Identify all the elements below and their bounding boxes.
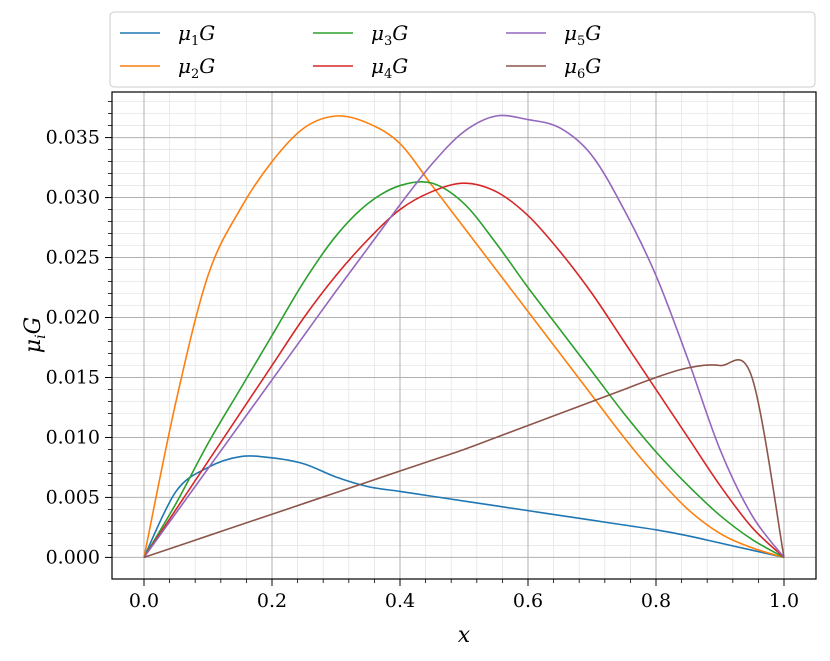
legend-label-sub: 4: [384, 67, 392, 82]
series-line-3: [143, 180, 785, 559]
y-tick-label: 0.025: [46, 247, 100, 269]
legend-label-base: μ: [178, 21, 191, 45]
plot-frame: [111, 91, 817, 580]
legend-label-sub: 2: [191, 67, 199, 82]
legend-label-sub: 3: [384, 34, 392, 49]
series-layer: [143, 114, 785, 559]
legend-label-base: μ: [564, 54, 577, 78]
series-line-1: [143, 455, 785, 559]
legend-box: [109, 11, 816, 88]
legend-label-tail: G: [585, 21, 601, 45]
y-tick-label: 0.035: [46, 127, 100, 149]
x-axis-label: x: [458, 623, 471, 648]
y-tick-label: 0.020: [46, 307, 100, 329]
legend-label: μ5G: [564, 21, 601, 49]
y-tick-label: 0.015: [46, 366, 100, 388]
legend-label-sub: 1: [191, 34, 199, 49]
y-tick-label: 0.005: [46, 486, 100, 508]
legend-label: μ3G: [371, 21, 408, 49]
legend-label-base: μ: [371, 54, 384, 78]
x-tick-label: 0.2: [257, 590, 287, 612]
series-line-6: [143, 359, 785, 559]
y-tick-label: 0.030: [46, 187, 100, 209]
legend-item-2: μ2G: [120, 54, 215, 82]
legend-label: μ6G: [564, 54, 601, 82]
legend-label-tail: G: [392, 21, 408, 45]
y-axis-label: μiG: [21, 317, 49, 353]
legend-label-tail: G: [199, 21, 215, 45]
legend-label-sub: 6: [577, 67, 585, 82]
legend-label-base: μ: [564, 21, 577, 45]
x-tick-label: 1.0: [769, 590, 799, 612]
x-tick-label: 0.0: [129, 590, 159, 612]
legend-label-sub: 5: [577, 34, 585, 49]
legend-label-tail: G: [585, 54, 601, 78]
legend-label-base: μ: [178, 54, 191, 78]
legend-item-3: μ3G: [313, 21, 408, 49]
y-axis-label-base: μ: [21, 339, 46, 353]
legend-item-6: μ6G: [506, 54, 601, 82]
legend-label-tail: G: [199, 54, 215, 78]
series-line-2: [143, 115, 785, 559]
legend-label: μ4G: [371, 54, 408, 82]
x-tick-label: 0.4: [385, 590, 415, 612]
legend-label: μ1G: [178, 21, 215, 49]
legend-item-4: μ4G: [313, 54, 408, 82]
series-line-5: [143, 114, 785, 558]
legend-label-base: μ: [371, 21, 384, 45]
x-tick-label: 0.8: [641, 590, 671, 612]
legend-item-5: μ5G: [506, 21, 601, 49]
legend-label-tail: G: [392, 54, 408, 78]
legend-label: μ2G: [178, 54, 215, 82]
legend-item-1: μ1G: [120, 21, 215, 49]
y-tick-label: 0.010: [46, 426, 100, 448]
major-grid: [112, 92, 816, 579]
y-axis-label-sub: i: [33, 334, 49, 338]
y-axis-label-tail: G: [21, 317, 46, 335]
y-tick-label: 0.000: [46, 546, 100, 568]
axis-ticks: 0.0 0.2 0.4 0.6 0.8 1.0 0.000 0.005 0.010 0.015 0.…: [46, 101, 799, 612]
x-tick-label: 0.6: [513, 590, 543, 612]
series-line-4: [143, 182, 785, 558]
